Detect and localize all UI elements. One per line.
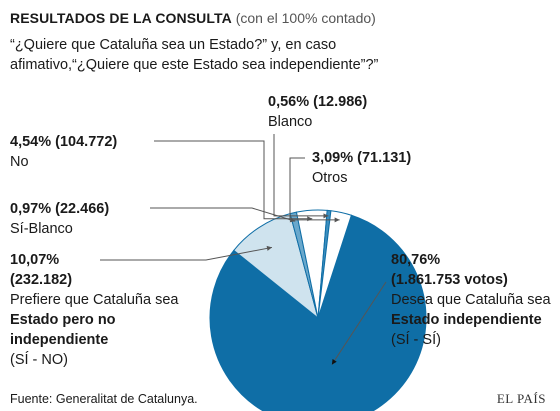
leader-line-si_si xyxy=(331,281,387,365)
label-si-no: 10,07% (232.182) Prefiere que Cataluña s… xyxy=(10,250,185,370)
label-no-text: No xyxy=(10,154,29,170)
label-blanco-text: Blanco xyxy=(268,114,313,130)
label-si-no-value: 10,07% xyxy=(10,252,60,268)
pie-slice-otros xyxy=(317,210,353,319)
leader-arrow-si_no xyxy=(266,245,272,251)
label-si-blanco-text: Sí-Blanco xyxy=(10,221,73,237)
label-si-si-text-bold: Estado independiente xyxy=(391,312,542,328)
label-si-no-text-pre: Prefiere que Cataluña sea xyxy=(10,292,179,308)
chart-title: RESULTADOS DE LA CONSULTA (con el 100% c… xyxy=(10,10,376,26)
leader-line-otros xyxy=(289,157,340,221)
leader-arrow-blanco xyxy=(323,213,329,219)
leader-line-si_no xyxy=(100,246,273,261)
label-si-si-count: (1.861.753 votos) xyxy=(391,272,508,288)
leader-line-no xyxy=(154,140,313,220)
label-si-si-text-pre: Desea que Cataluña sea xyxy=(391,292,551,308)
label-otros-value: 3,09% (71.131) xyxy=(312,150,412,166)
title-text: RESULTADOS DE LA CONSULTA xyxy=(10,10,232,26)
label-otros-text: Otros xyxy=(312,170,348,186)
label-no: 4,54% (104.772) No xyxy=(10,132,117,172)
brand-logo: EL PAÍS xyxy=(496,391,546,406)
label-si-si: 80,76% (1.861.753 votos) Desea que Catal… xyxy=(391,250,551,350)
pie-slice-si_si xyxy=(209,214,427,411)
label-si-blanco: 0,97% (22.466) Sí-Blanco xyxy=(10,199,109,239)
label-si-no-count: (232.182) xyxy=(10,272,73,288)
label-blanco-value: 0,56% (12.986) xyxy=(268,94,368,110)
label-si-si-text: Desea que Cataluña sea Estado independie… xyxy=(391,290,551,330)
label-si-si-value: 80,76% xyxy=(391,252,441,268)
leader-line-si_blanco xyxy=(150,207,296,222)
label-otros: 3,09% (71.131) Otros xyxy=(312,148,411,188)
label-si-no-text-bold: Estado pero no independiente xyxy=(10,312,116,348)
subtitle-text: (con el 100% contado) xyxy=(235,10,376,26)
leader-arrow-otros xyxy=(334,217,340,223)
source-note: Fuente: Generalitat de Catalunya. xyxy=(10,392,198,406)
label-si-no-text: Prefiere que Cataluña sea Estado pero no… xyxy=(10,290,185,350)
label-si-no-code: (SÍ - NO) xyxy=(10,352,68,368)
leader-arrow-si_si xyxy=(331,359,337,365)
label-no-value: 4,54% (104.772) xyxy=(10,134,118,150)
label-si-blanco-value: 0,97% (22.466) xyxy=(10,201,110,217)
label-si-si-code: (SÍ - SÍ) xyxy=(391,332,441,348)
label-blanco: 0,56% (12.986) Blanco xyxy=(268,92,367,132)
question-text: “¿Quiere que Cataluña sea un Estado?” y,… xyxy=(10,37,379,73)
leader-line-blanco xyxy=(273,134,329,217)
